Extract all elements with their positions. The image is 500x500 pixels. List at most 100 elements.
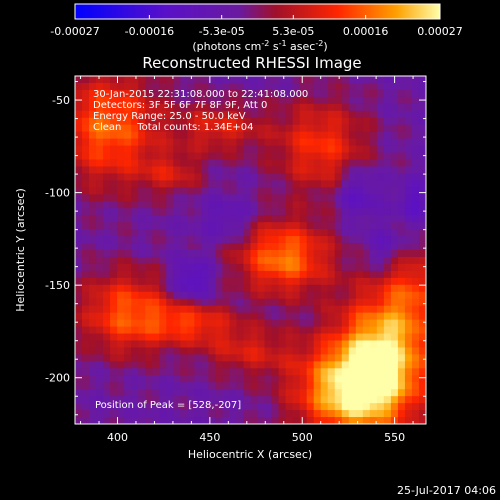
heatmap-cell xyxy=(411,312,420,321)
heatmap-cell xyxy=(159,89,167,98)
heatmap-cell xyxy=(292,208,301,216)
heatmap-cell xyxy=(215,277,224,286)
heatmap-cell xyxy=(152,138,160,147)
heatmap-cell xyxy=(383,312,392,321)
heatmap-cell xyxy=(383,403,392,411)
heatmap-cell xyxy=(222,236,231,244)
heatmap-cell xyxy=(355,333,364,342)
heatmap-cell xyxy=(89,96,97,105)
heatmap-cell xyxy=(110,96,118,105)
heatmap-cell xyxy=(110,375,118,383)
heatmap-cell xyxy=(208,89,216,98)
heatmap-cell xyxy=(180,103,188,112)
heatmap-cell xyxy=(411,236,420,244)
heatmap-cell xyxy=(411,256,420,265)
x-tick-label: 550 xyxy=(384,431,405,444)
heatmap-cell xyxy=(362,110,371,119)
heatmap-cell xyxy=(418,291,426,300)
heatmap-cell xyxy=(131,243,139,251)
heatmap-cell xyxy=(292,263,301,272)
heatmap-cell xyxy=(187,417,195,424)
heatmap-cell xyxy=(397,229,406,237)
heatmap-cell xyxy=(82,180,90,188)
heatmap-cell xyxy=(194,236,202,244)
heatmap-cell xyxy=(327,145,336,154)
heatmap-cell xyxy=(278,194,287,202)
heatmap-cell xyxy=(285,124,294,133)
heatmap-cell xyxy=(355,410,364,418)
heatmap-cell xyxy=(264,375,273,383)
heatmap-cell xyxy=(278,236,287,244)
heatmap-cell xyxy=(75,187,83,195)
heatmap-cell xyxy=(145,222,153,230)
heatmap-cell xyxy=(327,403,336,411)
heatmap-cell xyxy=(390,368,399,376)
heatmap-cell xyxy=(236,76,245,84)
heatmap-cell xyxy=(383,138,392,147)
heatmap-cell xyxy=(243,368,252,376)
heatmap-cell xyxy=(383,76,392,84)
heatmap-cell xyxy=(306,243,315,251)
heatmap-cell xyxy=(383,389,392,397)
heatmap-cell xyxy=(334,236,343,244)
heatmap-cell xyxy=(145,166,153,175)
heatmap-cell xyxy=(229,180,238,188)
heatmap-cell xyxy=(229,194,238,202)
heatmap-cell xyxy=(334,110,343,119)
heatmap-cell xyxy=(250,403,259,411)
heatmap-cell xyxy=(138,180,146,188)
heatmap-cell xyxy=(362,375,371,383)
heatmap-cell xyxy=(187,117,195,126)
heatmap-cell xyxy=(124,403,132,411)
heatmap-cell xyxy=(194,284,202,293)
heatmap-cell xyxy=(369,117,378,126)
heatmap-cell xyxy=(341,138,350,147)
heatmap-cell xyxy=(187,270,195,279)
heatmap-cell xyxy=(306,375,315,383)
heatmap-cell xyxy=(292,368,301,376)
heatmap-cell xyxy=(110,117,118,126)
heatmap-cell xyxy=(320,110,329,119)
heatmap-cell xyxy=(201,263,209,272)
heatmap-cell xyxy=(110,215,118,223)
heatmap-cell xyxy=(327,215,336,223)
heatmap-cell xyxy=(320,347,329,355)
heatmap-cell xyxy=(334,166,343,175)
heatmap-cell xyxy=(96,326,104,335)
heatmap-cell xyxy=(166,410,174,418)
heatmap-cell xyxy=(152,187,160,195)
heatmap-cell xyxy=(138,417,146,424)
heatmap-cell xyxy=(229,361,238,369)
heatmap-cell xyxy=(383,291,392,300)
heatmap-cell xyxy=(250,76,259,84)
heatmap-cell xyxy=(89,354,97,362)
heatmap-cell xyxy=(348,76,357,84)
heatmap-cell xyxy=(117,76,125,84)
heatmap-cell xyxy=(250,103,259,112)
heatmap-cell xyxy=(278,305,287,314)
heatmap-cell xyxy=(250,124,259,133)
heatmap-cell xyxy=(299,117,308,126)
heatmap-cell xyxy=(82,263,90,272)
heatmap-cell xyxy=(341,410,350,418)
heatmap-cell xyxy=(264,103,273,112)
heatmap-cell xyxy=(208,243,216,251)
heatmap-cell xyxy=(236,103,245,112)
heatmap-cell xyxy=(117,270,125,279)
heatmap-cell xyxy=(327,117,336,126)
heatmap-cell xyxy=(229,82,238,91)
heatmap-cell xyxy=(341,229,350,237)
heatmap-cell xyxy=(320,375,329,383)
heatmap-cell xyxy=(362,173,371,181)
heatmap-cell xyxy=(145,263,153,272)
heatmap-cell xyxy=(285,256,294,265)
heatmap-cell xyxy=(208,222,216,230)
heatmap-cell xyxy=(362,103,371,112)
heatmap-cell xyxy=(404,159,413,168)
heatmap-cell xyxy=(131,333,139,342)
heatmap-cell xyxy=(278,96,287,105)
heatmap-cell xyxy=(306,298,315,307)
heatmap-cell xyxy=(145,368,153,376)
heatmap-cell xyxy=(194,180,202,188)
heatmap-cell xyxy=(117,89,125,98)
